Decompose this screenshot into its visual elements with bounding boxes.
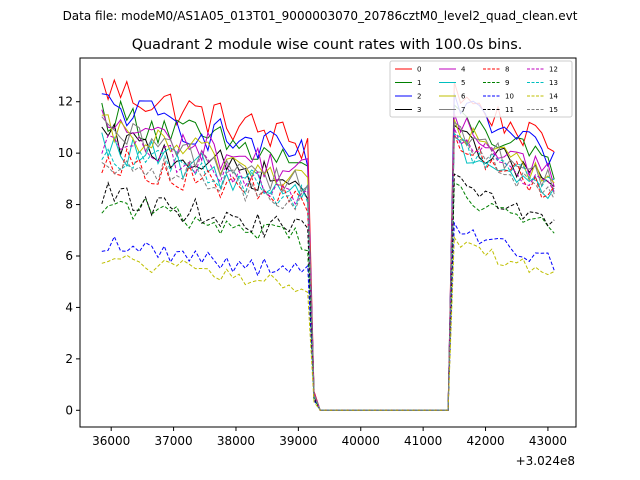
legend-label-2: 2 [417,93,421,101]
series-line-4 [101,109,555,411]
axes [79,57,577,428]
x-tick-label: 42000 [466,434,504,448]
x-tick-label: 40000 [342,434,380,448]
series-line-8 [101,133,555,411]
y-tick-label: 2 [65,352,73,366]
legend-label-8: 8 [505,66,509,74]
y-tick-label: 0 [65,403,73,417]
legend-label-3: 3 [417,106,421,114]
y-tick-label: 6 [65,249,73,263]
legend-label-6: 6 [461,93,466,101]
legend-label-11: 11 [505,106,514,114]
legend-label-12: 12 [549,66,558,74]
x-offset-label: +3.024e8 [516,454,575,468]
x-tick-label: 37000 [154,434,192,448]
series-line-11 [101,173,555,411]
series-layer [101,77,555,411]
series-line-15 [101,135,555,411]
legend-label-4: 4 [461,66,466,74]
figure-suptitle: Data file: modeM0/AS1A05_013T01_90000030… [63,9,578,23]
series-line-9 [101,181,555,411]
plot-frame [79,57,577,428]
chart-title: Quadrant 2 module wise count rates with … [132,37,523,53]
x-tick-label: 41000 [404,434,442,448]
y-tick-label: 10 [58,146,73,160]
legend-label-7: 7 [461,106,465,114]
x-tick-label: 36000 [92,434,130,448]
series-line-13 [101,132,555,411]
series-line-7 [101,116,555,411]
series-line-2 [101,93,555,411]
legend-label-0: 0 [417,66,421,74]
legend-label-1: 1 [417,79,421,87]
legend-label-14: 14 [549,93,558,101]
x-tick-label: 39000 [279,434,317,448]
y-tick-label: 4 [65,300,73,314]
y-tick-label: 8 [65,198,73,212]
legend-label-5: 5 [461,79,465,87]
legend-label-13: 13 [549,79,558,87]
x-tick-label: 43000 [529,434,567,448]
legend-box [389,60,573,118]
series-line-12 [101,127,555,411]
legend-label-15: 15 [549,106,558,114]
series-line-10 [101,221,555,411]
legend-label-9: 9 [505,79,509,87]
legend-label-10: 10 [505,93,514,101]
y-tick-label: 12 [58,95,73,109]
tick-layer: 36000 37000 38000 39000 40000 41000 42000 43000… [58,95,567,448]
x-tick-label: 38000 [217,434,255,448]
